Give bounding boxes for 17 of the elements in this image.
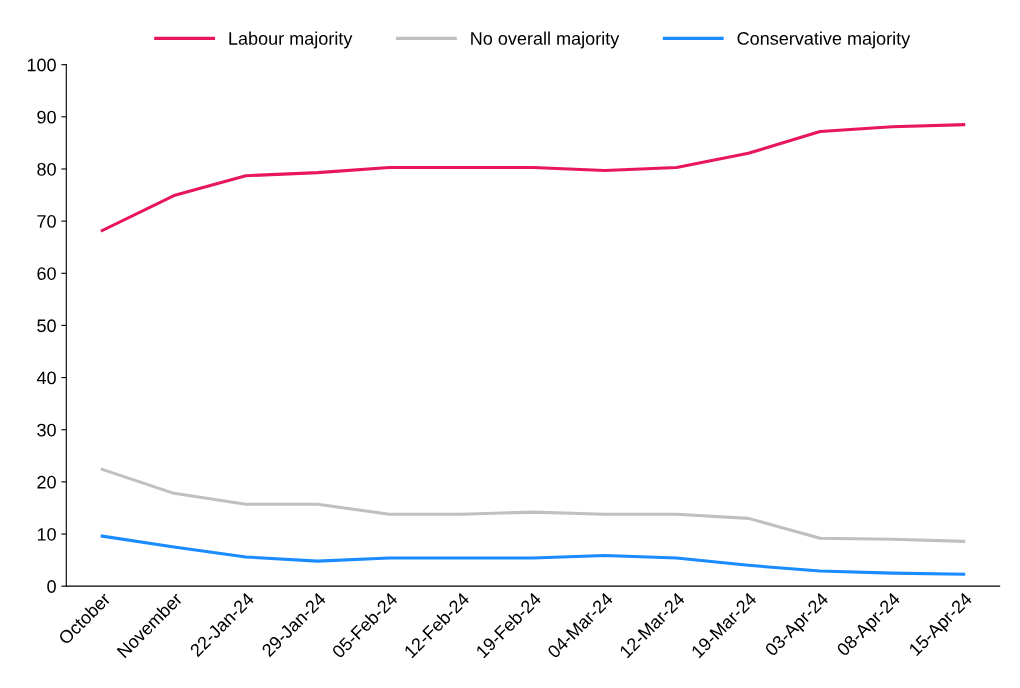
y-tick-label: 90 [37, 110, 56, 124]
legend-label: Labour majority [229, 31, 353, 49]
y-tick-label: 10 [37, 527, 56, 541]
y-tick-label: 40 [36, 371, 56, 385]
y-tick-label: 80 [37, 162, 56, 176]
y-tick-label: 50 [37, 319, 56, 333]
y-tick-label: 100 [27, 58, 56, 72]
y-tick-label: 30 [37, 423, 56, 437]
y-tick-label: 20 [37, 475, 56, 489]
legend-label: Conservative majority [737, 31, 911, 49]
line-series [100, 534, 966, 576]
y-tick-label: 0 [47, 580, 56, 593]
line-series [100, 467, 966, 543]
y-tick-label: 70 [37, 215, 56, 228]
line-series [100, 123, 966, 233]
legend-label: No overall majority [471, 31, 620, 49]
y-tick-label: 60 [37, 267, 56, 280]
